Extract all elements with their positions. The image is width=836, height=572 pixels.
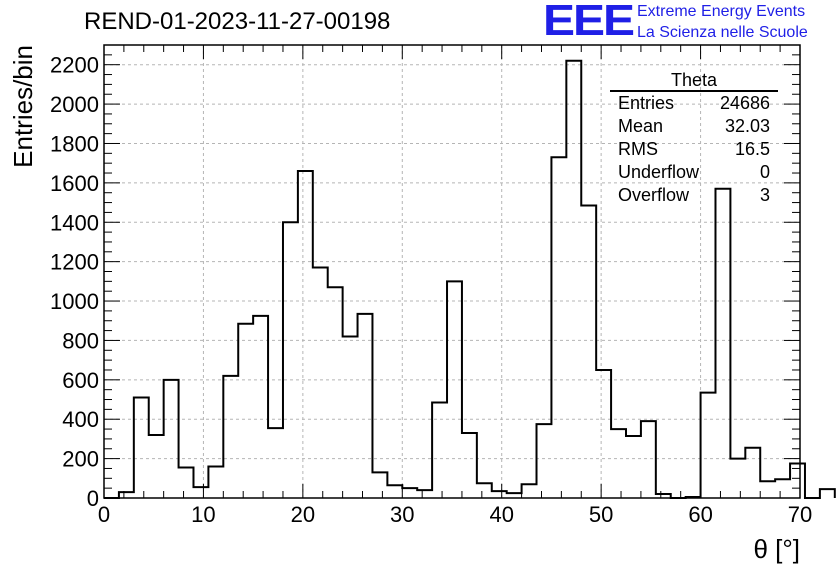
- y-tick-label: 1600: [50, 171, 99, 196]
- stats-value: 32.03: [724, 116, 770, 136]
- eee-logo: EEE: [543, 0, 635, 46]
- histogram-bin: [611, 429, 626, 498]
- histogram-bin: [372, 472, 387, 498]
- histogram-bin: [507, 493, 522, 498]
- x-tick-label: 60: [688, 502, 712, 527]
- histogram-bin: [119, 492, 134, 498]
- y-tick-label: 600: [62, 368, 99, 393]
- histogram-bin: [551, 157, 566, 498]
- x-tick-label: 10: [191, 502, 215, 527]
- stats-row-entries: Entries 24686: [610, 92, 778, 115]
- stats-row-mean: Mean 32.03: [610, 115, 778, 138]
- stats-row-rms: RMS 16.5: [610, 138, 778, 161]
- stats-value: 0: [759, 162, 770, 182]
- y-tick-label: 1800: [50, 131, 99, 156]
- histogram-bin: [790, 464, 805, 498]
- logo-line-1: Extreme Energy Events: [637, 3, 806, 20]
- stats-key: Mean: [618, 116, 664, 136]
- y-tick-label: 400: [62, 407, 99, 432]
- stats-box: Theta Entries 24686 Mean 32.03 RMS 16.5 …: [610, 70, 778, 207]
- x-tick-label: 0: [98, 502, 110, 527]
- histogram-bin: [432, 402, 447, 498]
- histogram-bin: [596, 370, 611, 498]
- histogram-bin: [656, 494, 671, 498]
- histogram-bin: [387, 485, 402, 498]
- x-tick-label: 20: [291, 502, 315, 527]
- histogram-bin: [253, 316, 268, 498]
- x-tick-label: 70: [788, 502, 812, 527]
- histogram-bin: [566, 61, 581, 498]
- histogram-bin: [417, 490, 432, 498]
- y-tick-label: 200: [62, 447, 99, 472]
- histogram-bin: [134, 398, 149, 498]
- x-axis-label: θ [°]: [753, 534, 800, 564]
- histogram-bin: [775, 479, 790, 498]
- histogram-bin: [402, 488, 417, 498]
- histogram-bin: [686, 497, 701, 498]
- stats-key: Underflow: [618, 162, 700, 182]
- histogram-bin: [492, 491, 507, 498]
- histogram-bin: [298, 171, 313, 498]
- stats-key: RMS: [618, 139, 658, 159]
- histogram-bin: [745, 448, 760, 498]
- y-tick-label: 2000: [50, 92, 99, 117]
- histogram-bin: [701, 393, 716, 498]
- histogram-bin: [462, 433, 477, 498]
- histogram-bin: [313, 268, 328, 498]
- histogram-bin: [641, 421, 656, 498]
- y-tick-label: 2200: [50, 53, 99, 78]
- histogram-bin: [626, 436, 641, 498]
- histogram-bin: [238, 324, 253, 498]
- histogram-bin: [343, 336, 358, 498]
- stats-value: 3: [759, 185, 770, 205]
- histogram-bin: [477, 483, 492, 498]
- x-tick-label: 50: [589, 502, 613, 527]
- stats-key: Entries: [618, 93, 675, 113]
- histogram-bin: [328, 287, 343, 498]
- y-tick-label: 800: [62, 328, 99, 353]
- stats-title: Theta: [610, 70, 778, 92]
- histogram-bin: [223, 376, 238, 498]
- chart-title: REND-01-2023-11-27-00198: [84, 8, 391, 35]
- stats-row-underflow: Underflow 0: [610, 161, 778, 184]
- histogram-bin: [268, 428, 283, 498]
- y-tick-label: 1200: [50, 250, 99, 275]
- stats-value: 24686: [719, 93, 770, 113]
- histogram-bin: [715, 189, 730, 498]
- histogram-bin: [537, 424, 552, 498]
- histogram-bin: [208, 466, 223, 498]
- histogram-bin: [522, 484, 537, 498]
- y-tick-label: 1400: [50, 210, 99, 235]
- x-tick-label: 40: [489, 502, 513, 527]
- stats-key: Overflow: [618, 185, 690, 205]
- histogram-bin: [179, 467, 194, 498]
- histogram-outline: [104, 59, 836, 499]
- y-axis-label: Entries/bin: [8, 45, 38, 168]
- logo-line-2: La Scienza nelle Scuole: [637, 24, 808, 41]
- y-tick-label: 0: [87, 486, 99, 511]
- histogram-bin: [581, 206, 596, 498]
- histogram-bin: [164, 380, 179, 498]
- stats-row-overflow: Overflow 3: [610, 184, 778, 207]
- histogram-bin: [193, 487, 208, 498]
- y-tick-label: 1000: [50, 289, 99, 314]
- histogram-bin: [149, 435, 164, 498]
- histogram-bin: [358, 314, 373, 498]
- histogram-bin: [760, 481, 775, 498]
- histogram-bin: [730, 459, 745, 498]
- histogram-bin: [283, 222, 298, 498]
- histogram-bin: [820, 489, 835, 498]
- x-tick-label: 30: [390, 502, 414, 527]
- histogram-bin: [447, 281, 462, 498]
- stats-value: 16.5: [734, 139, 770, 159]
